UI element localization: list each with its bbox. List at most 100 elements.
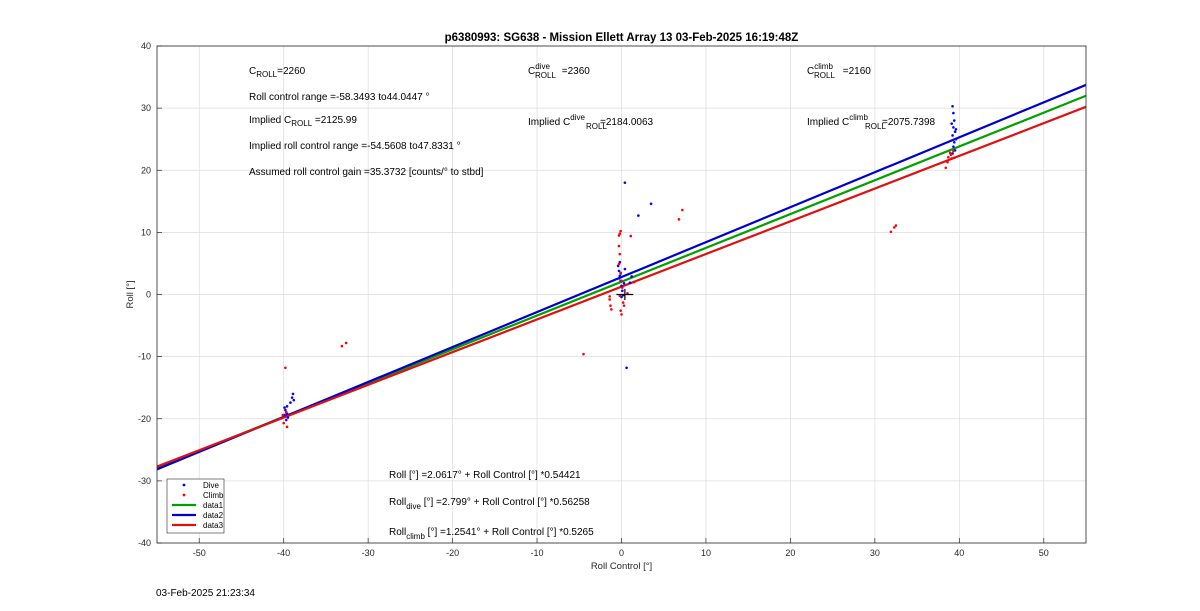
x-tick-label: 10 bbox=[701, 548, 711, 558]
footer-timestamp: 03-Feb-2025 21:23:34 bbox=[156, 588, 255, 599]
climb-point bbox=[285, 425, 289, 429]
dive-point bbox=[951, 134, 954, 137]
dive-point bbox=[283, 406, 286, 409]
climb-point bbox=[892, 226, 896, 229]
dive-point bbox=[954, 137, 958, 141]
dive-point bbox=[286, 416, 290, 419]
fit-line-data2 bbox=[157, 83, 1086, 471]
annotation-fit-all: Roll [°] =2.0617° + Roll Control [°] *0.… bbox=[389, 470, 581, 481]
annotation-croll-climb: Cclimb ROLL =2160 bbox=[807, 62, 871, 80]
legend-label-data2: data2 bbox=[203, 511, 224, 520]
climb-point bbox=[618, 252, 622, 256]
dive-point bbox=[630, 275, 633, 278]
x-tick-label: -50 bbox=[193, 548, 206, 558]
axis-ticks: -50 -40 -30 -20 -10 0 10 20 30 40 50 -40 -30 -20 -10 0 1… bbox=[138, 41, 1049, 558]
dive-point bbox=[952, 145, 955, 148]
climb-point bbox=[609, 304, 612, 307]
chart-title: p6380993: SG638 - Mission Ellett Array 1… bbox=[445, 32, 799, 44]
legend-label-climb: Climb bbox=[203, 491, 224, 500]
climb-point bbox=[617, 262, 621, 266]
x-tick-label: 0 bbox=[619, 548, 624, 558]
climb-point bbox=[948, 151, 952, 155]
climb-point bbox=[619, 309, 622, 312]
dive-point bbox=[952, 119, 956, 122]
dive-point bbox=[617, 277, 621, 280]
climb-point bbox=[950, 157, 954, 160]
x-tick-label: 50 bbox=[1039, 548, 1049, 558]
annotation-implied-range: Implied roll control range =-54.5608 to4… bbox=[249, 141, 461, 152]
dive-point bbox=[625, 366, 628, 370]
dive-point bbox=[289, 401, 292, 404]
dive-point bbox=[623, 181, 627, 184]
annotation-croll: CROLL=2260 bbox=[249, 66, 306, 79]
dive-point bbox=[284, 418, 288, 422]
climb-point bbox=[619, 229, 622, 233]
dive-point bbox=[290, 396, 294, 399]
legend-label-data3: data3 bbox=[203, 521, 224, 530]
dive-point bbox=[621, 289, 624, 293]
annotation-implied-croll-dive: Implied CdiveROLL=2184.0063 bbox=[528, 113, 654, 131]
x-tick-label: 40 bbox=[954, 548, 964, 558]
y-axis-label: Roll [°] bbox=[125, 280, 136, 308]
dive-point bbox=[628, 281, 632, 284]
climb-point bbox=[608, 295, 611, 298]
y-tick-label: 30 bbox=[141, 103, 151, 113]
annotation-implied-croll-climb: Implied Cclimb ROLL=2075.7398 bbox=[807, 113, 936, 131]
annotation-implied-croll: Implied CROLL =2125.99 bbox=[249, 115, 357, 128]
climb-point bbox=[620, 279, 623, 283]
x-axis-label: Roll Control [°] bbox=[591, 561, 652, 572]
dive-point bbox=[952, 140, 956, 144]
climb-point bbox=[284, 410, 288, 414]
x-tick-label: -10 bbox=[531, 548, 544, 558]
climb-point bbox=[681, 208, 684, 212]
legend-label-data1: data1 bbox=[203, 501, 224, 510]
climb-point bbox=[344, 341, 348, 345]
climb-point bbox=[622, 304, 626, 307]
annotation-fit-dive: Rolldive [°] =2.799° + Roll Control [°] … bbox=[389, 497, 590, 511]
climb-point bbox=[617, 234, 621, 237]
x-tick-label: -20 bbox=[446, 548, 459, 558]
climb-point bbox=[952, 156, 956, 160]
legend-marker-dive bbox=[182, 483, 186, 487]
annotation-fit-climb: Rollclimb [°] =1.2541° + Roll Control [°… bbox=[389, 527, 594, 541]
climb-point bbox=[629, 234, 633, 238]
plot-area bbox=[157, 83, 1086, 471]
dive-point bbox=[952, 126, 955, 129]
dive-point bbox=[622, 282, 626, 285]
climb-point bbox=[284, 366, 287, 370]
y-tick-label: 20 bbox=[141, 165, 151, 175]
annotation-gain: Assumed roll control gain =35.3732 [coun… bbox=[249, 167, 484, 178]
dive-point bbox=[292, 398, 296, 402]
climb-point bbox=[281, 413, 285, 417]
legend-marker-climb bbox=[182, 493, 186, 497]
x-tick-label: -40 bbox=[277, 548, 290, 558]
climb-point bbox=[617, 244, 621, 248]
dive-point bbox=[954, 127, 958, 131]
y-tick-label: 0 bbox=[146, 290, 151, 300]
climb-point bbox=[944, 166, 948, 170]
legend-label-dive: Dive bbox=[203, 481, 220, 490]
dive-point bbox=[285, 405, 289, 408]
climb-point bbox=[889, 230, 893, 234]
dive-point bbox=[617, 269, 621, 273]
climb-point bbox=[340, 344, 344, 348]
climb-point bbox=[946, 160, 949, 164]
y-tick-label: 40 bbox=[141, 41, 151, 51]
climb-point bbox=[952, 149, 955, 153]
climb-point bbox=[610, 308, 613, 311]
dive-point bbox=[618, 274, 622, 278]
climb-point bbox=[621, 301, 625, 304]
y-tick-label: -40 bbox=[138, 538, 151, 548]
dive-point bbox=[649, 202, 653, 206]
dive-point bbox=[953, 130, 957, 134]
climb-point bbox=[619, 271, 622, 275]
dive-point bbox=[291, 392, 295, 396]
y-tick-label: 10 bbox=[141, 227, 151, 237]
annotation-croll-dive: Cdive ROLL =2360 bbox=[528, 62, 590, 80]
y-tick-label: -10 bbox=[138, 352, 151, 362]
climb-point bbox=[608, 298, 611, 301]
climb-point bbox=[632, 280, 636, 284]
climb-point bbox=[677, 218, 681, 221]
